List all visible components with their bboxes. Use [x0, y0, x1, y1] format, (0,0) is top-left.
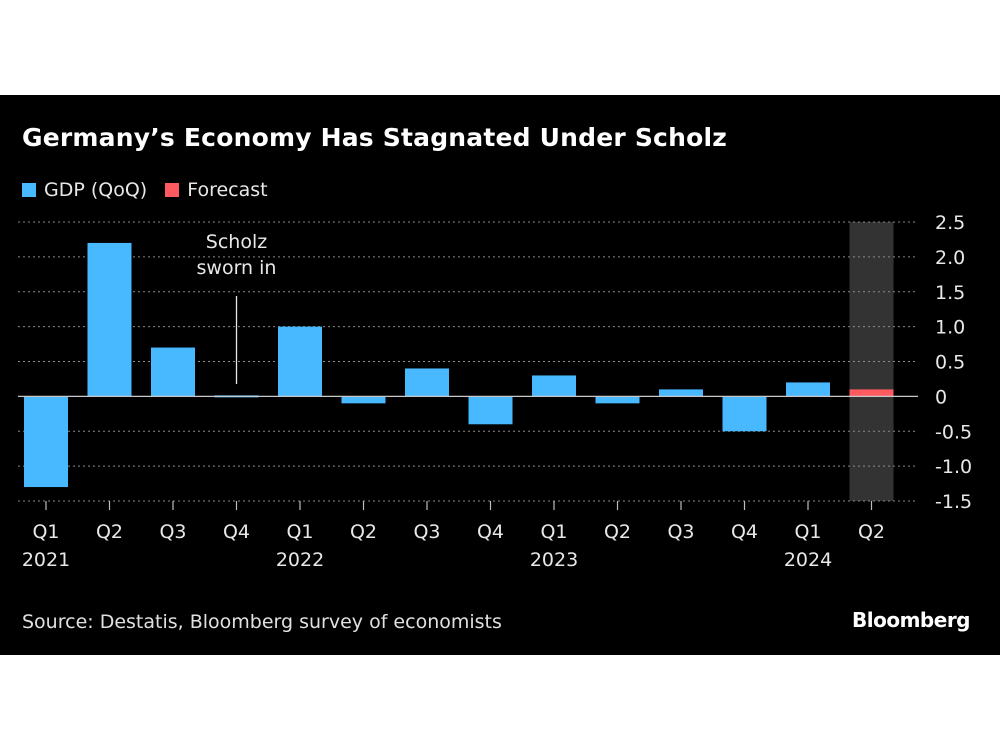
gdp-bar	[468, 396, 513, 425]
x-tick-label: Q4	[731, 521, 758, 543]
y-tick-label: 1.5	[935, 282, 965, 304]
y-tick-label: 0	[935, 386, 947, 408]
y-tick-label: 2.0	[935, 247, 965, 269]
x-tick-label: Q2	[350, 521, 377, 543]
y-tick-label: 2.5	[935, 212, 965, 234]
x-tick-label: Q3	[159, 521, 186, 543]
gdp-bar	[786, 382, 830, 397]
legend-label-gdp: GDP (QoQ)	[44, 179, 148, 201]
y-tick-label: 1.0	[935, 317, 965, 339]
x-tick-label: Q2	[604, 521, 631, 543]
x-tick-label: Q3	[413, 521, 440, 543]
gdp-bar	[659, 389, 703, 397]
gdp-bar	[87, 242, 132, 397]
gdp-bar	[24, 396, 68, 488]
x-tick-label: Q2	[858, 521, 885, 543]
x-tick-label: Q4	[223, 521, 250, 543]
gdp-bar	[532, 375, 576, 397]
gdp-bar-chart: 2.5 2.0 1.5 1.0 0.5 0 -0.5 -1.0 -1.5 Q1 2021 Q2 Q3 Q4…	[18, 212, 972, 571]
y-tick-label: -1.0	[935, 456, 972, 478]
legend-swatch-forecast	[165, 183, 180, 197]
forecast-bar	[849, 389, 894, 397]
y-tick-label: -1.5	[935, 491, 972, 513]
x-tick-label: Q1	[794, 521, 821, 543]
legend-label-forecast: Forecast	[187, 179, 268, 201]
chart-card: Germany’s Economy Has Stagnated Under Sc…	[0, 95, 1000, 655]
y-tick-label: 0.5	[935, 352, 965, 374]
annotation-label: Scholz	[206, 231, 267, 253]
legend-swatch-gdp	[22, 183, 36, 197]
bloomberg-logo: Bloomberg	[852, 608, 970, 632]
legend-item-forecast: Forecast	[165, 179, 268, 201]
x-tick-label: Q1	[32, 521, 59, 543]
x-tick-label: Q2	[96, 521, 123, 543]
x-tick-label: Q1	[286, 521, 313, 543]
chart-title: Germany’s Economy Has Stagnated Under Sc…	[22, 123, 727, 152]
source-note: Source: Destatis, Bloomberg survey of ec…	[22, 611, 502, 633]
x-tick-year-label: 2021	[22, 549, 70, 571]
chart-legend: GDP (QoQ) Forecast	[22, 179, 286, 201]
gdp-bar	[341, 396, 386, 404]
gdp-bar	[278, 326, 322, 397]
legend-item-gdp: GDP (QoQ)	[22, 179, 147, 201]
x-tick-year-label: 2022	[276, 549, 324, 571]
gdp-bar	[722, 396, 767, 432]
x-tick-label: Q4	[477, 521, 504, 543]
y-tick-label: -0.5	[935, 421, 972, 443]
x-tick-year-label: 2024	[784, 549, 832, 571]
forecast-shading	[849, 222, 894, 501]
gdp-bar	[595, 396, 640, 404]
gdp-bar	[405, 368, 449, 397]
x-tick-label: Q3	[667, 521, 694, 543]
x-tick-label: Q1	[540, 521, 567, 543]
gdp-bar	[151, 347, 195, 397]
x-tick-year-label: 2023	[530, 549, 578, 571]
annotation-label: sworn in	[197, 257, 277, 279]
